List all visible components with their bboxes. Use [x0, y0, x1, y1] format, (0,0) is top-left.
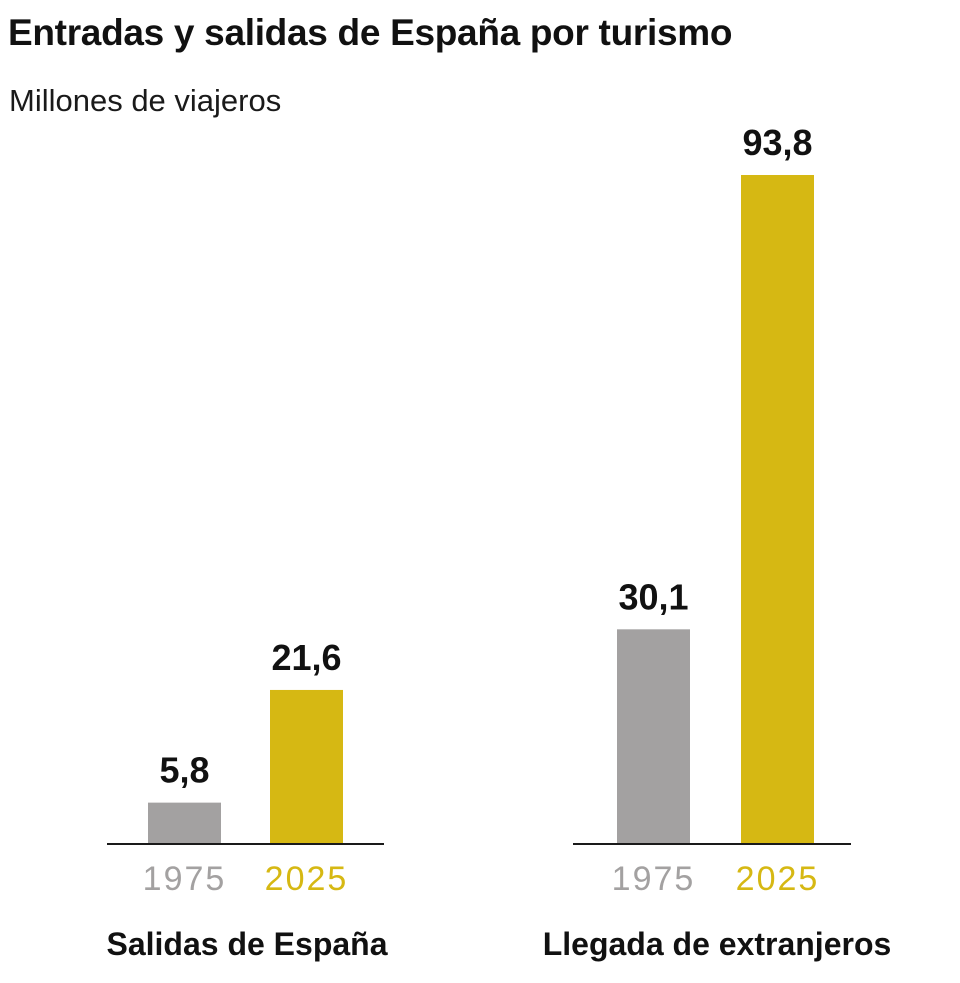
bar-llegadas-2025 — [741, 175, 814, 844]
year-label-salidas-2025: 2025 — [265, 860, 349, 898]
category-label-llegadas: Llegada de extranjeros — [543, 926, 892, 962]
bar-llegadas-1975 — [617, 629, 690, 844]
value-label-salidas-1975: 5,8 — [159, 750, 209, 791]
year-label-llegadas-1975: 1975 — [612, 860, 696, 898]
year-label-llegadas-2025: 2025 — [736, 860, 820, 898]
value-label-llegadas-2025: 93,8 — [742, 122, 812, 163]
chart-title: Entradas y salidas de España por turismo — [8, 12, 733, 53]
year-label-salidas-1975: 1975 — [143, 860, 227, 898]
category-label-salidas: Salidas de España — [106, 926, 387, 962]
chart-subtitle: Millones de viajeros — [9, 83, 282, 118]
bar-salidas-2025 — [270, 689, 343, 844]
value-label-llegadas-1975: 30,1 — [618, 576, 688, 617]
value-label-salidas-2025: 21,6 — [271, 637, 341, 678]
bar-salidas-1975 — [148, 802, 221, 844]
